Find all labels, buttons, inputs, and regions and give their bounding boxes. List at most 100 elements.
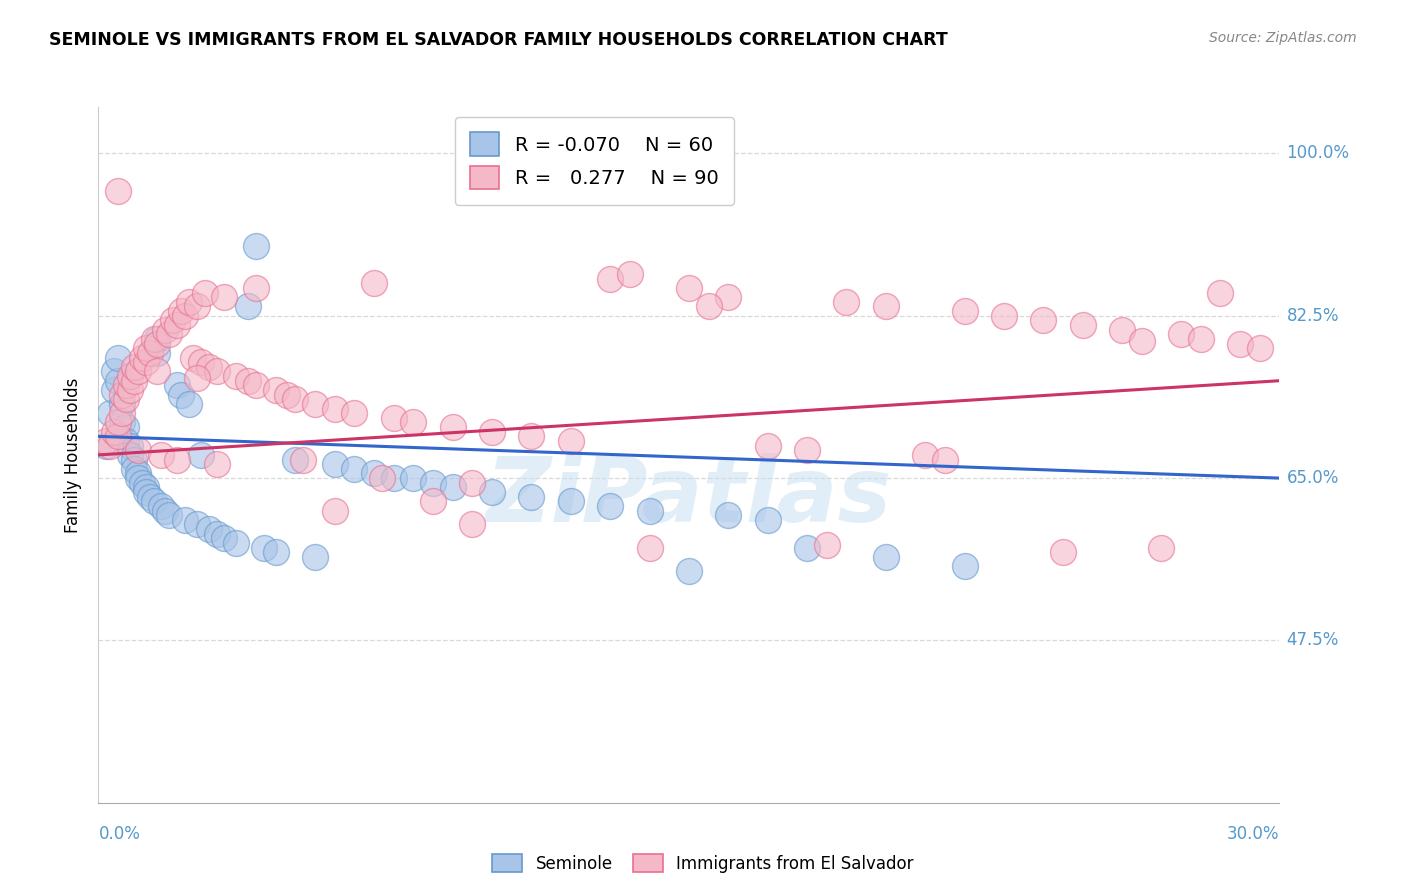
Point (150, 448, 173, 462)
Point (245, 378, 267, 392)
Point (135, 355, 157, 369)
Point (1130, 334, 1153, 348)
Point (520, 490, 543, 504)
Point (717, 508, 740, 523)
Point (96, 439, 118, 453)
Text: Source: ZipAtlas.com: Source: ZipAtlas.com (1209, 31, 1357, 45)
Point (1150, 541, 1173, 555)
Point (363, 277, 385, 291)
Point (214, 290, 236, 304)
Point (276, 387, 298, 401)
Point (264, 383, 287, 397)
Point (756, 439, 779, 453)
Point (190, 448, 212, 462)
Point (118, 439, 141, 453)
Point (146, 346, 169, 360)
Point (194, 285, 217, 300)
Point (323, 503, 346, 517)
Point (382, 471, 405, 485)
Point (402, 471, 425, 485)
Point (1071, 318, 1094, 332)
Point (599, 271, 621, 285)
Point (382, 410, 405, 425)
Point (138, 346, 160, 360)
Point (253, 541, 276, 555)
Point (186, 371, 208, 385)
Y-axis label: Family Households: Family Households (65, 377, 83, 533)
Point (914, 448, 936, 462)
Point (323, 401, 346, 416)
Point (98, 439, 121, 453)
Point (343, 406, 366, 420)
Point (304, 397, 326, 411)
Text: 100.0%: 100.0% (1286, 145, 1350, 162)
Point (422, 494, 444, 508)
Point (177, 397, 200, 411)
Point (127, 467, 149, 481)
Text: 47.5%: 47.5% (1286, 632, 1339, 649)
Point (115, 378, 138, 392)
Point (875, 549, 897, 564)
Point (371, 471, 394, 485)
Point (214, 532, 236, 546)
Point (157, 508, 180, 523)
Point (170, 387, 193, 401)
Point (1170, 327, 1192, 342)
Point (953, 559, 976, 574)
Point (103, 383, 125, 397)
Point (107, 416, 129, 430)
Point (142, 494, 165, 508)
Point (481, 425, 503, 439)
Point (717, 290, 740, 304)
Point (225, 536, 247, 550)
Point (245, 281, 267, 295)
Point (127, 471, 149, 485)
Point (1229, 336, 1251, 351)
Point (122, 374, 145, 388)
Point (441, 420, 464, 434)
Text: 65.0%: 65.0% (1286, 469, 1339, 487)
Point (190, 355, 212, 369)
Point (111, 397, 134, 411)
Point (155, 323, 177, 337)
Point (1189, 332, 1212, 346)
Legend: R = -0.070    N = 60, R =   0.277    N = 90: R = -0.070 N = 60, R = 0.277 N = 90 (454, 117, 734, 205)
Point (118, 383, 141, 397)
Point (245, 239, 267, 253)
Point (520, 429, 543, 443)
Point (363, 467, 385, 481)
Point (1032, 313, 1054, 327)
Point (118, 369, 141, 384)
Point (111, 406, 134, 420)
Point (122, 452, 145, 467)
Point (1052, 545, 1074, 559)
Point (796, 443, 818, 458)
Point (205, 457, 228, 471)
Point (166, 452, 188, 467)
Point (205, 364, 228, 378)
Point (146, 364, 169, 378)
Point (118, 448, 141, 462)
Text: 0.0%: 0.0% (98, 825, 141, 843)
Point (638, 503, 661, 517)
Point (304, 549, 326, 564)
Point (142, 332, 165, 346)
Point (697, 300, 720, 314)
Point (934, 452, 956, 467)
Point (236, 300, 259, 314)
Point (638, 541, 661, 555)
Point (107, 429, 129, 443)
Point (115, 434, 138, 448)
Point (155, 503, 177, 517)
Point (756, 513, 779, 527)
Point (122, 462, 145, 476)
Point (166, 378, 188, 392)
Point (181, 351, 204, 365)
Point (131, 475, 153, 490)
Point (619, 267, 641, 281)
Point (323, 457, 346, 471)
Text: 30.0%: 30.0% (1227, 825, 1279, 843)
Point (875, 300, 897, 314)
Point (135, 341, 157, 355)
Point (107, 374, 129, 388)
